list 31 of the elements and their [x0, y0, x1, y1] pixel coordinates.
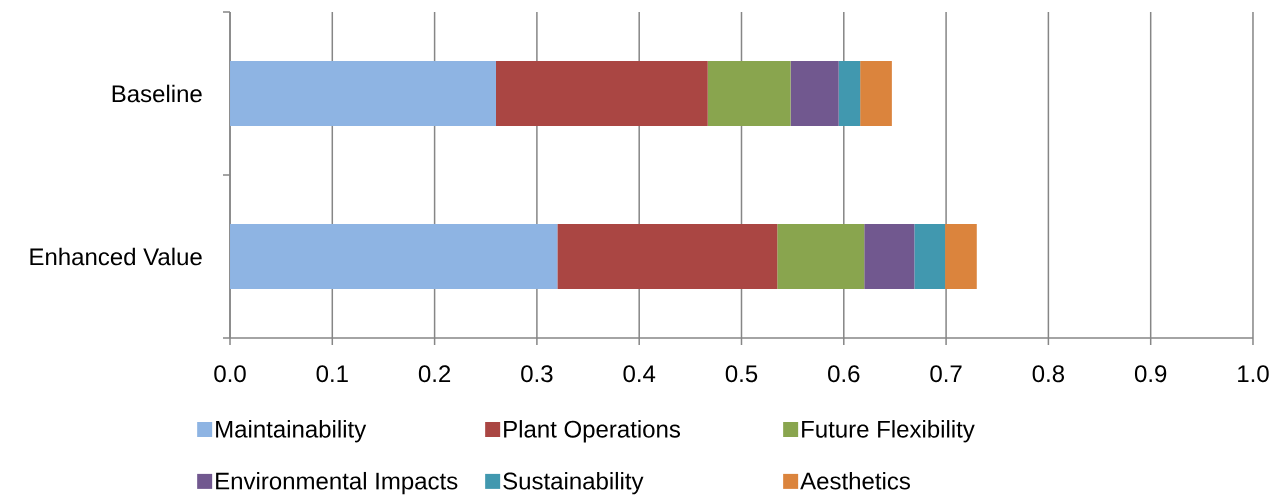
bar — [495, 61, 708, 126]
bar — [790, 61, 839, 126]
y-tick-label: Baseline — [112, 84, 202, 103]
bar — [707, 61, 791, 126]
x-tick-label: 1.0 — [1238, 365, 1269, 383]
bar — [860, 61, 892, 126]
bar — [230, 223, 558, 289]
x-tick-label: 0.2 — [418, 365, 451, 383]
x-tick-label: 0.3 — [521, 365, 553, 383]
bar — [864, 223, 915, 289]
bar — [557, 223, 778, 289]
bar — [230, 61, 496, 126]
bar — [777, 223, 865, 289]
legend-label: Sustainability — [503, 471, 644, 495]
x-tick-label: 0.4 — [623, 365, 656, 383]
x-tick-label: 0.7 — [930, 365, 962, 383]
legend-label: Environmental Impacts — [216, 471, 458, 495]
y-tick-label: Enhanced Value — [30, 247, 202, 266]
x-tick-label: 0.8 — [1032, 365, 1065, 383]
bar — [945, 223, 977, 289]
x-tick-label: 0.6 — [828, 365, 860, 383]
legend-label: Future Flexibility — [802, 420, 975, 443]
bar — [838, 61, 861, 126]
x-tick-label: 0.1 — [316, 365, 348, 383]
x-tick-label: 0.5 — [725, 365, 758, 383]
legend-label: Aesthetics — [800, 471, 910, 490]
x-tick-label: 0.0 — [214, 365, 246, 383]
legend-label: Maintainability — [216, 420, 367, 443]
x-tick-label: 0.9 — [1134, 365, 1167, 383]
legend-label: Plant Operations — [504, 420, 681, 443]
bar — [914, 223, 946, 289]
